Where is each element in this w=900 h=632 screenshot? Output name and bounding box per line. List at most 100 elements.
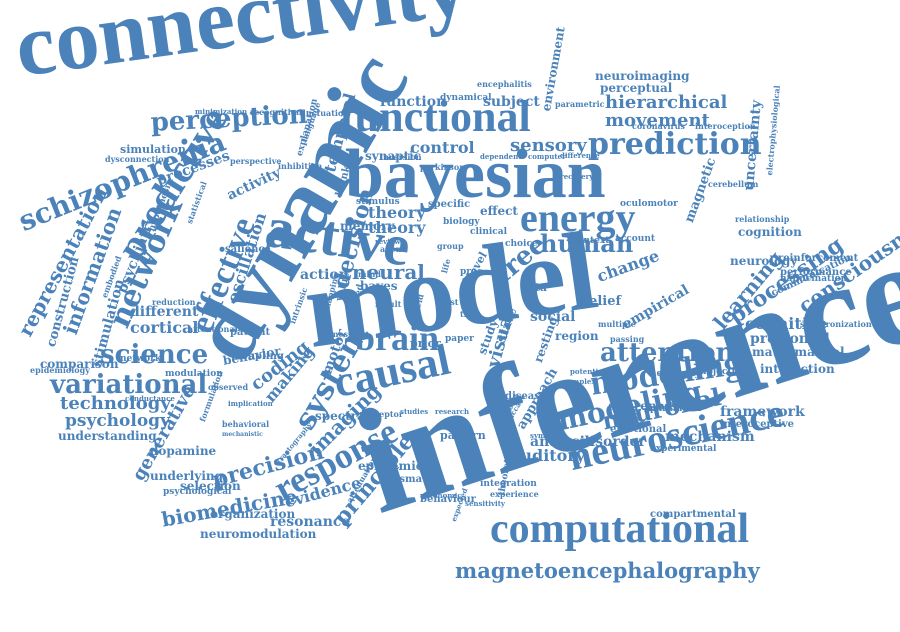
cloud-word-analysis: analysis	[530, 434, 593, 450]
cloud-word-autonomic: autonomic	[420, 491, 462, 500]
cloud-word-account: account	[615, 234, 656, 244]
cloud-word-mind: mind	[358, 269, 381, 279]
cloud-word-result: result	[375, 299, 402, 309]
cloud-word-minimization: minimization	[195, 107, 248, 116]
cloud-word-brain: brain	[355, 318, 440, 358]
cloud-word-symptom: symptom	[530, 431, 566, 440]
cloud-word-reinforcement: reinforcement	[778, 253, 859, 264]
cloud-word-effect: effect	[480, 204, 518, 218]
cloud-word-action: action	[300, 267, 349, 283]
cloud-word-region: region	[555, 329, 599, 343]
cloud-word-magnetic: magnetic	[682, 155, 720, 225]
cloud-word-theory: theory	[368, 203, 426, 222]
cloud-word-human: human	[540, 229, 634, 258]
cloud-word-movement: movement	[605, 110, 710, 131]
cloud-word-sensory: sensory	[510, 135, 587, 156]
cloud-word-belief: belief	[580, 294, 622, 309]
cloud-word-neuroimaging: neuroimaging	[595, 69, 690, 83]
cloud-word-parametric: parametric	[555, 99, 605, 109]
cloud-word-cortical: cortical	[130, 318, 199, 337]
cloud-word-synaptic: synaptic	[365, 149, 422, 163]
cloud-word-hierarchical: hierarchical	[605, 92, 728, 113]
cloud-word-structure: structure	[232, 326, 264, 333]
cloud-word-subject: subject	[483, 94, 540, 110]
cloud-word-potential: potential	[570, 367, 606, 376]
cloud-word-epidemiology: epidemiology	[30, 365, 90, 375]
cloud-word-mathematical: mathematical	[752, 345, 845, 359]
cloud-word-recovery: recovery	[560, 172, 594, 181]
cloud-word-fluctuation: fluctuation	[300, 108, 350, 118]
cloud-word-magnetoencephalography: magnetoencephalography	[455, 558, 760, 583]
cloud-word-attentional: attentional	[188, 324, 238, 334]
cloud-word-uncertainty: uncertainty	[741, 99, 765, 192]
cloud-word-comparison: comparison	[40, 357, 119, 371]
cloud-word-data: data	[520, 281, 548, 294]
cloud-word-function: function	[380, 94, 447, 110]
cloud-word-group: group	[437, 241, 464, 251]
cloud-word-proc: proc	[460, 267, 483, 277]
cloud-word-social: social	[530, 309, 576, 325]
cloud-word-subjective: subjective	[695, 367, 746, 377]
cloud-word-computer: computer	[528, 152, 566, 161]
cloud-word-experimental: experimental	[650, 444, 717, 454]
cloud-word-electrophysiological: electrophysiological	[764, 84, 782, 176]
cloud-word-integration: integration	[480, 479, 537, 489]
cloud-word-control: control	[410, 138, 475, 157]
cloud-word-cognition: cognition	[738, 225, 802, 239]
cloud-word-theory: theory	[368, 218, 426, 237]
cloud-word-variational: variational	[50, 370, 208, 400]
cloud-word-bayes: bayes	[360, 279, 398, 293]
cloud-word-recognition: recognition	[250, 107, 302, 117]
cloud-word-compartmental: compartmental	[650, 509, 736, 520]
cloud-word-interaction: interaction	[760, 362, 835, 376]
cloud-word-receptor: receptor	[365, 409, 404, 419]
cloud-word-parameter: parameter	[650, 404, 703, 414]
cloud-word-cerebellum: cerebellum	[708, 179, 759, 189]
cloud-word-sensitivity: sensitivity	[465, 499, 506, 508]
cloud-word-neural: neural	[352, 260, 425, 284]
cloud-word-epistemic: epistemic	[358, 459, 424, 473]
cloud-word-choice: choice	[505, 239, 538, 249]
cloud-word-message: message	[330, 329, 369, 339]
cloud-word-mismatch: mismatch	[385, 474, 441, 485]
cloud-word-dynamical: dynamical	[440, 93, 492, 103]
cloud-word-neurology: neurology	[730, 254, 798, 268]
cloud-word-biology: biology	[443, 217, 480, 227]
cloud-word-psychological: psychological	[163, 487, 232, 497]
cloud-word-dopamine: dopamine	[150, 444, 217, 458]
cloud-word-studies: studies	[400, 407, 429, 416]
cloud-word-understanding: understanding	[58, 429, 157, 443]
cloud-word-attention: attention	[600, 338, 735, 368]
cloud-word-coupling: coupling	[235, 351, 284, 362]
cloud-word-multiple: multiple	[598, 319, 636, 329]
cloud-word-prior: prior	[410, 337, 441, 350]
cloud-word-disease: disease	[505, 391, 547, 402]
cloud-word-different: different	[130, 304, 199, 320]
cloud-word-behaviour: behaviour	[420, 494, 476, 505]
cloud-word-framework: framework	[720, 404, 805, 420]
cloud-word-experience: experience	[490, 489, 539, 499]
cloud-word-passing: passing	[610, 334, 645, 344]
cloud-word-salience: salience	[225, 244, 271, 255]
cloud-word-perceptual: perceptual	[600, 81, 673, 95]
cloud-word-implication: implication	[228, 399, 273, 408]
cloud-word-relationship: relationship	[735, 214, 790, 224]
cloud-word-computational: computational	[490, 506, 750, 552]
cloud-word-dysconnection: dysconnection	[105, 154, 170, 164]
cloud-word-auditory: auditory	[510, 446, 586, 465]
cloud-word-parkinson: parkinson	[420, 162, 466, 172]
cloud-word-conductance: conductance	[125, 394, 175, 403]
cloud-word-awareness: awareness	[608, 399, 678, 413]
cloud-word-inhibition: inhibition	[278, 161, 323, 171]
cloud-word-mechanistic: mechanistic	[222, 431, 263, 438]
cloud-word-energy: energy	[520, 195, 636, 240]
cloud-word-pattern: pattern	[440, 429, 486, 442]
cloud-word-functional: functional	[340, 92, 531, 141]
cloud-word-encephalitis: encephalitis	[477, 79, 532, 89]
cloud-word-network: network	[120, 354, 162, 364]
cloud-word-clinical: clinical	[470, 227, 508, 237]
cloud-word-disorder: disorder	[580, 434, 646, 450]
cloud-word-observed: observed	[208, 382, 249, 392]
cloud-word-agent: agent	[380, 244, 406, 254]
